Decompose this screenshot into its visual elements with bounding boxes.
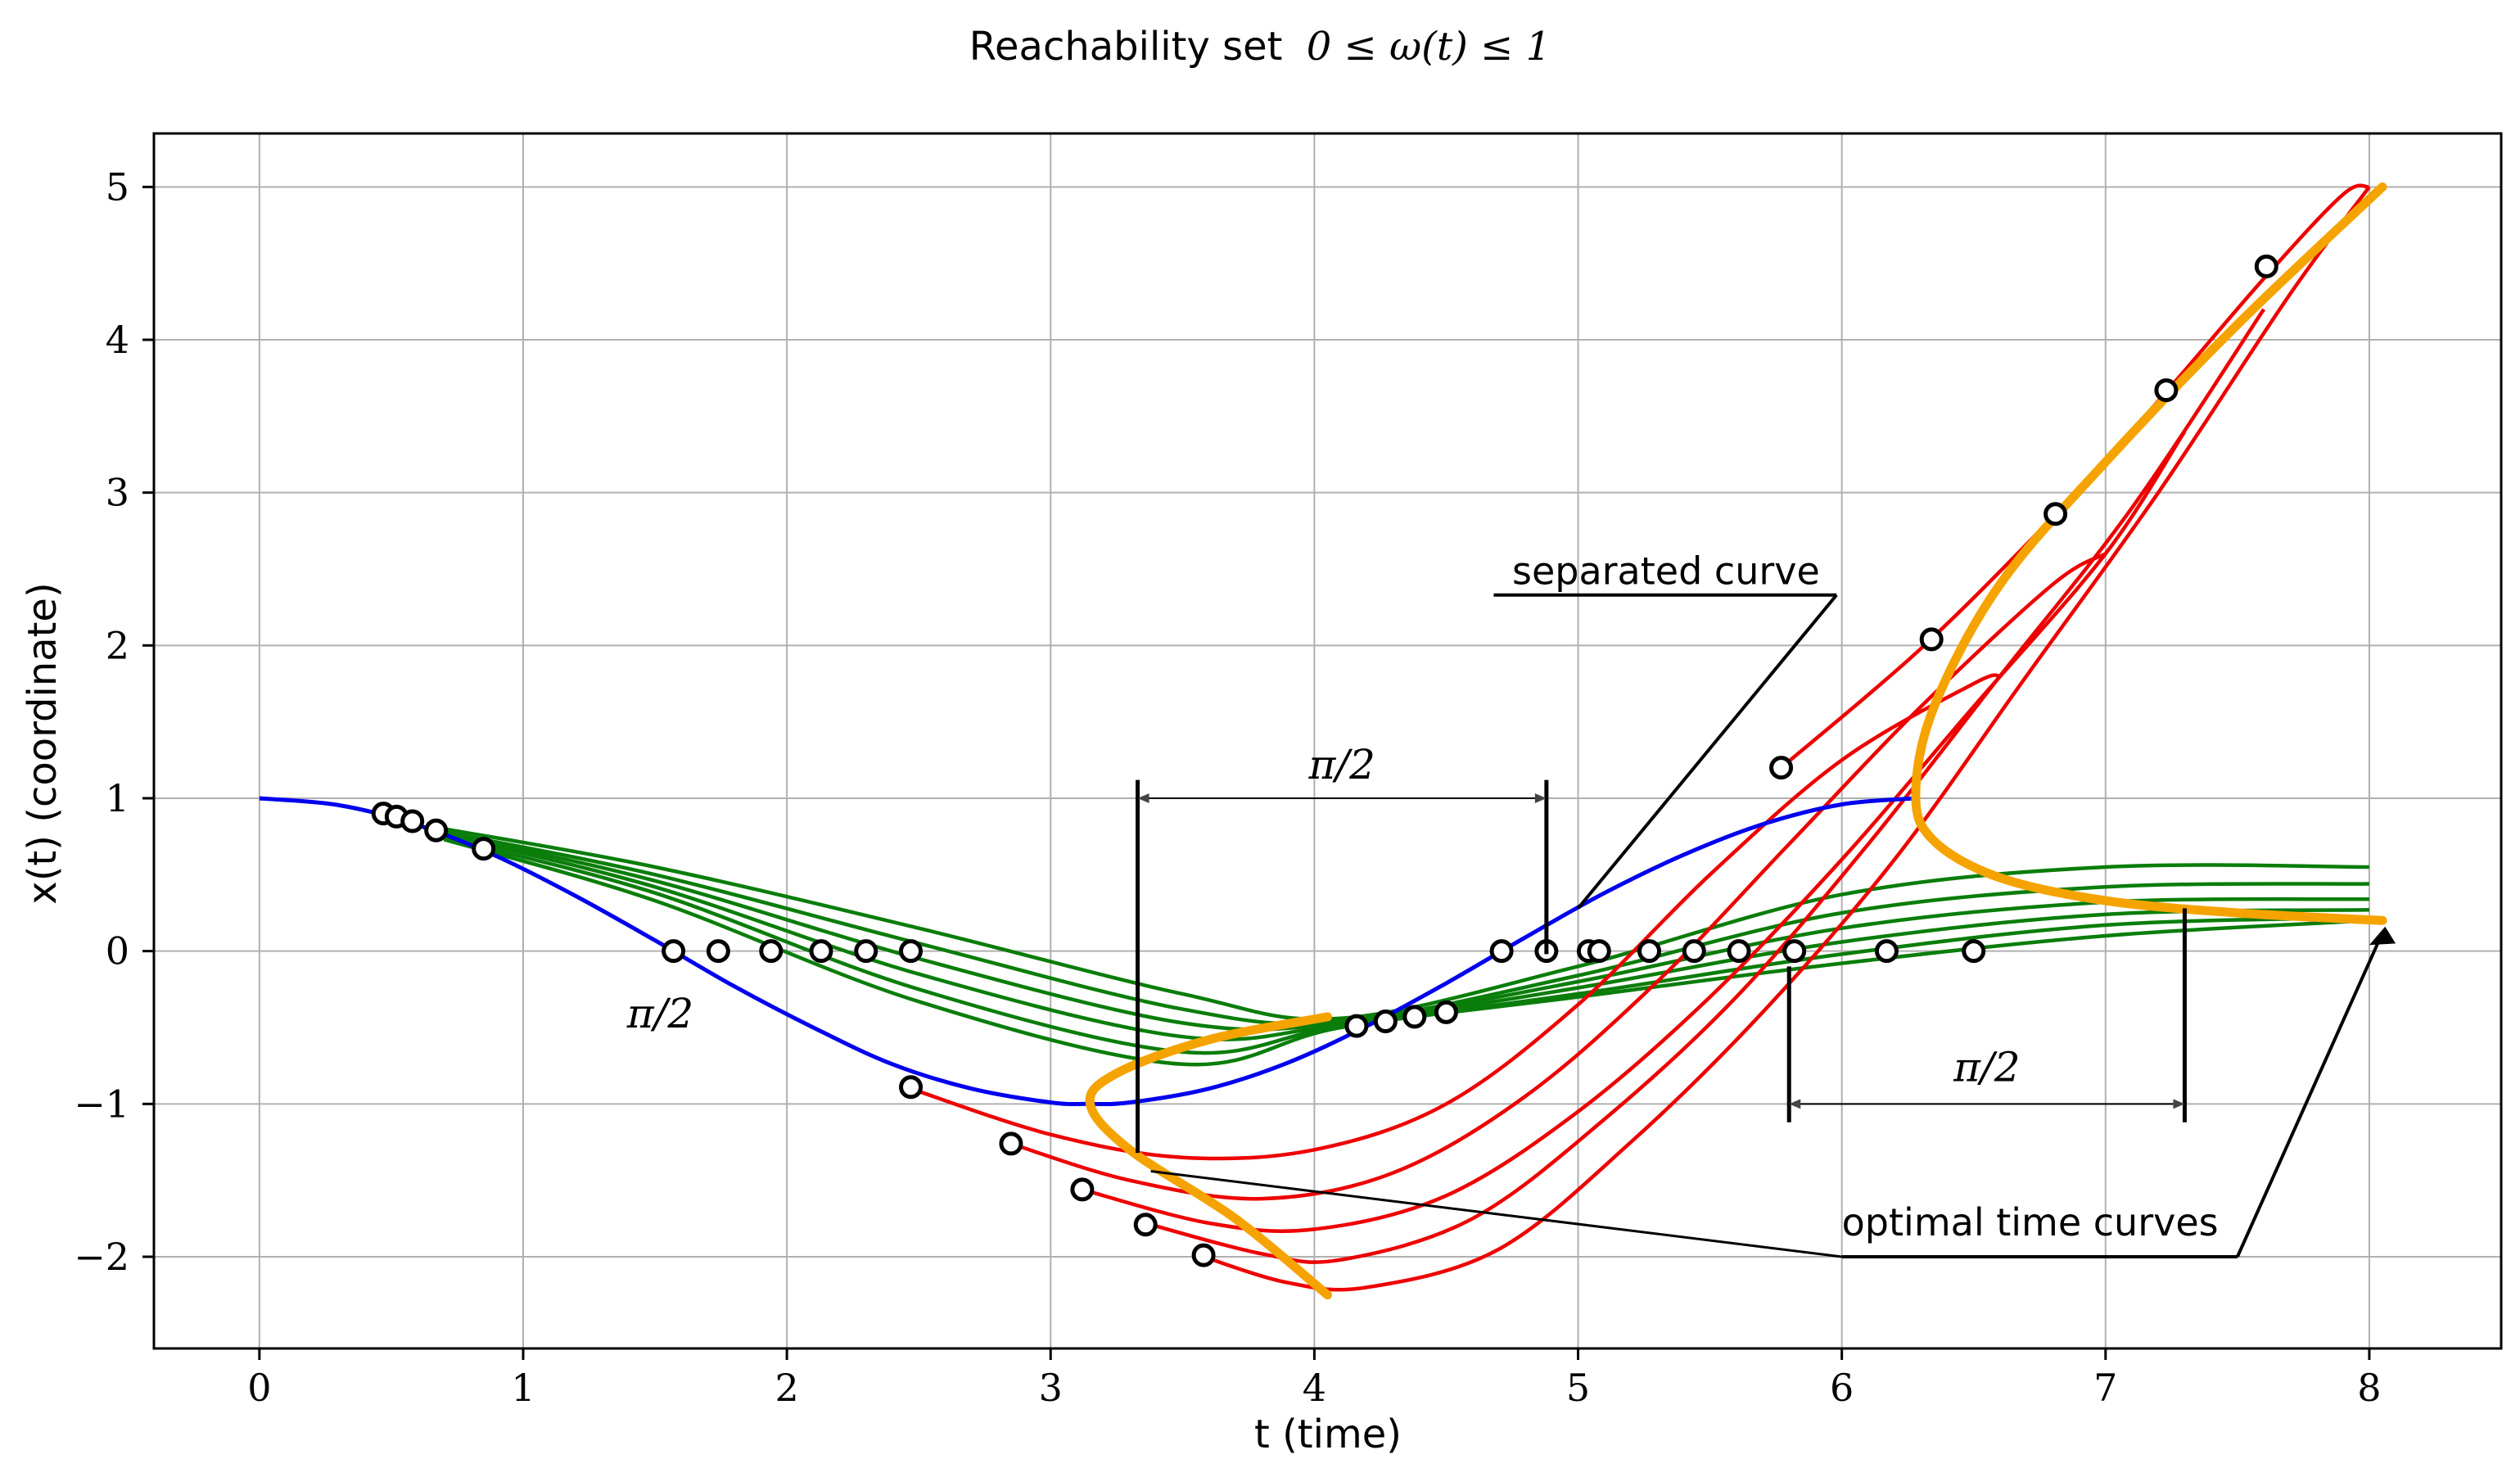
- marker-point-4: [472, 837, 496, 861]
- x-tick-label-2: 2: [775, 1366, 798, 1410]
- red-curve-2: [1082, 430, 2187, 1233]
- marker-point-29: [1962, 939, 1986, 964]
- marker-point-7: [759, 939, 784, 964]
- marker-point-17: [1373, 1010, 1398, 1034]
- pi-half-label-left: π/2: [626, 990, 694, 1037]
- y-tick-label-6: 4: [106, 318, 129, 362]
- separated-curve-label: separated curve: [1512, 549, 1820, 594]
- red-curve-0: [910, 673, 2001, 1161]
- marker-point-2: [400, 809, 425, 833]
- dim-arrow-left-upper: [1137, 793, 1149, 803]
- marker-point-16: [1344, 1014, 1369, 1038]
- dim-arrow-right-lower: [2173, 1099, 2185, 1109]
- green-curve-0: [443, 827, 2369, 1022]
- dim-arrow-left-lower: [1789, 1099, 1801, 1109]
- marker-point-9: [854, 939, 878, 964]
- marker-point-34: [2254, 254, 2278, 278]
- marker-point-19: [1434, 1000, 1458, 1024]
- y-tick-label-0: −2: [74, 1235, 129, 1279]
- plot-frame: [152, 132, 2503, 1350]
- marker-point-26: [1727, 939, 1751, 964]
- y-axis-label: x(t) (coordinate): [20, 582, 65, 904]
- marker-point-3: [424, 818, 449, 842]
- x-axis-label: t (time): [1254, 1412, 1402, 1457]
- marker-point-11: [899, 1075, 924, 1100]
- marker-point-28: [1874, 939, 1899, 964]
- plot-area: [259, 182, 2387, 1300]
- marker-point-24: [1637, 939, 1662, 964]
- optimal-time-leader-left: [1150, 1169, 1842, 1258]
- marker-point-32: [2044, 502, 2068, 526]
- x-tick-label-5: 5: [1566, 1366, 1590, 1410]
- red-curve-1: [1010, 552, 2107, 1201]
- y-tick-label-4: 2: [106, 623, 129, 667]
- chart-title-math: 0 ≤ ω(t) ≤ 1: [1307, 24, 1551, 70]
- marker-point-31: [1919, 627, 1944, 652]
- marker-point-33: [2154, 378, 2179, 403]
- x-tick-label-0: 0: [247, 1366, 271, 1410]
- chart-title-text: Reachability set 0 ≤ ω(t) ≤ 1: [969, 24, 1551, 70]
- red-curve-4: [1203, 185, 2371, 1292]
- optimal-time-leader-right: [2236, 932, 2384, 1258]
- marker-point-18: [1402, 1005, 1427, 1029]
- marker-point-10: [899, 939, 924, 964]
- marker-point-12: [999, 1131, 1023, 1156]
- y-tick-label-2: 0: [106, 929, 129, 973]
- marker-point-20: [1489, 939, 1514, 964]
- chart-title: Reachability set 0 ≤ ω(t) ≤ 1: [969, 24, 1551, 70]
- marker-point-25: [1682, 939, 1706, 964]
- marker-point-13: [1070, 1177, 1095, 1202]
- marker-point-5: [662, 939, 686, 964]
- orange-curve-1: [1911, 182, 2387, 925]
- annotations: π/2 π/2 π/2 separated curve optimal time cur…: [626, 549, 2396, 1258]
- y-tick-label-3: 1: [106, 776, 129, 820]
- red-curve-3: [1145, 308, 2265, 1264]
- marker-point-15: [1191, 1243, 1216, 1267]
- chart-title-main: Reachability set: [969, 24, 1283, 70]
- optimal-time-curves-label: optimal time curves: [1842, 1200, 2219, 1244]
- orange-curve-0: [1085, 1012, 1332, 1300]
- axes: 0 1 2 3 4 5 6 7 8 −2 −1 0 1 2 3 4 5: [74, 132, 2503, 1410]
- y-tick-label-7: 5: [106, 165, 129, 209]
- marker-point-23: [1587, 939, 1611, 964]
- pi-half-label-lower: π/2: [1953, 1043, 2021, 1091]
- x-tick-label-7: 7: [2093, 1366, 2117, 1410]
- x-tick-label-8: 8: [2357, 1366, 2381, 1410]
- optimal-time-arrowhead: [2369, 926, 2396, 946]
- marker-point-8: [809, 939, 833, 964]
- marker-point-6: [706, 939, 730, 964]
- y-tick-label-5: 3: [106, 471, 129, 515]
- marker-point-30: [1769, 756, 1794, 780]
- y-tick-label-1: −1: [74, 1082, 129, 1126]
- x-tick-label-1: 1: [511, 1366, 535, 1410]
- x-tick-label-4: 4: [1303, 1366, 1326, 1410]
- x-tick-label-6: 6: [1830, 1366, 1854, 1410]
- x-tick-label-3: 3: [1039, 1366, 1063, 1410]
- red-curve-5: [1780, 183, 2370, 770]
- pi-half-label-upper: π/2: [1307, 741, 1375, 788]
- green-curve-5: [443, 838, 2370, 1067]
- marker-point-27: [1782, 939, 1807, 964]
- separated-curve-leader: [1576, 594, 1838, 910]
- marker-point-14: [1133, 1213, 1158, 1237]
- dim-arrow-right-upper: [1534, 793, 1547, 803]
